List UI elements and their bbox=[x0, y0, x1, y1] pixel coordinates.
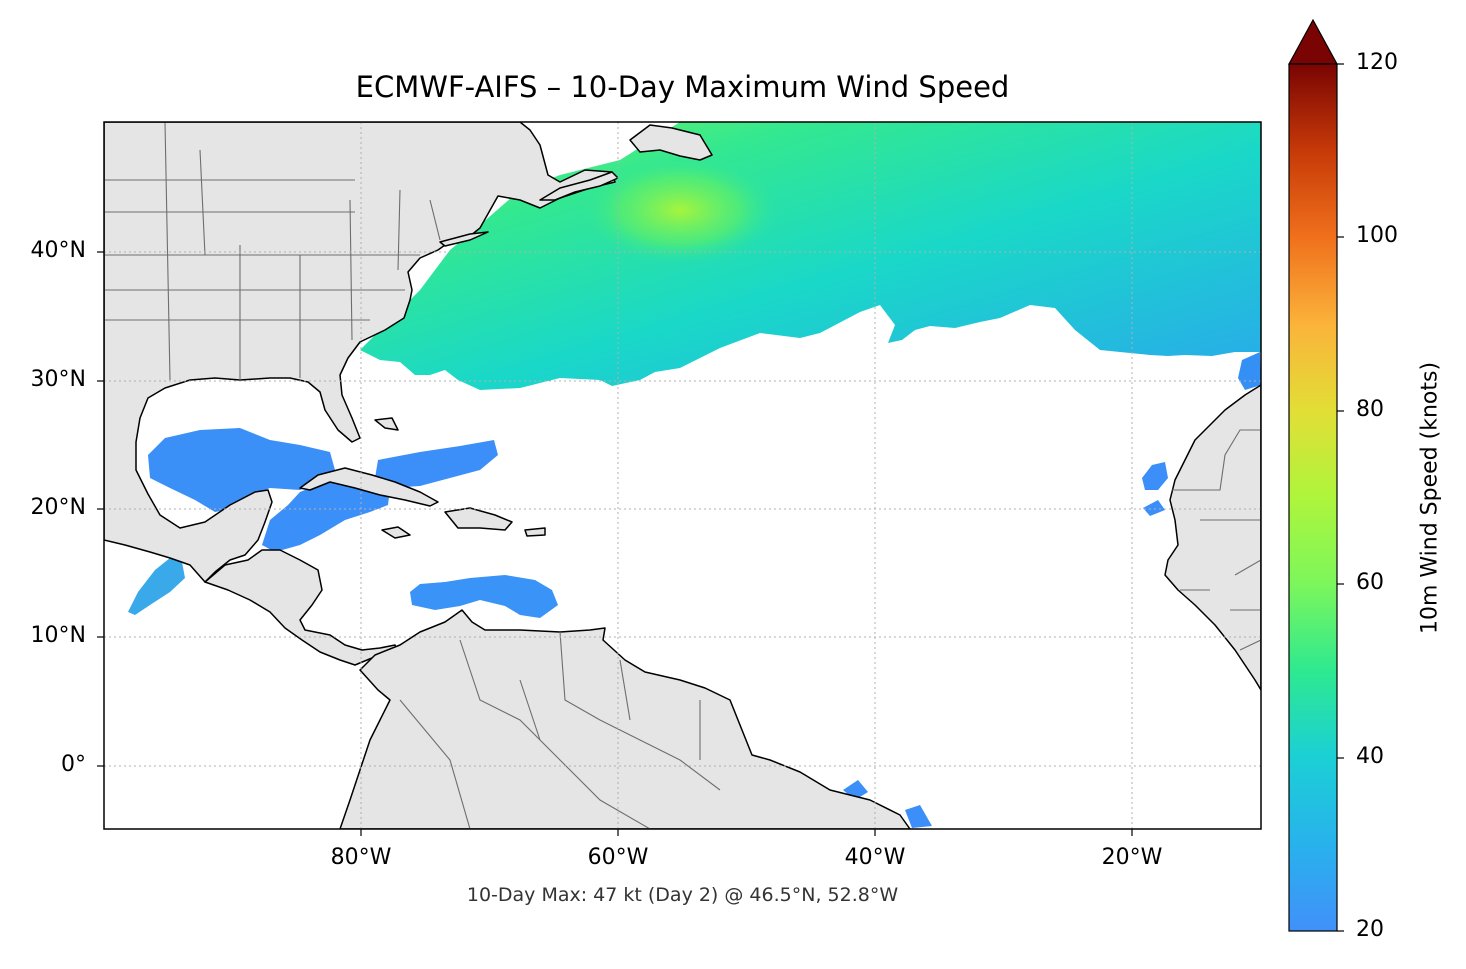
max-wind-annotation: 10-Day Max: 47 kt (Day 2) @ 46.5°N, 52.8… bbox=[466, 884, 899, 906]
colorbar-tick-120: 120 bbox=[1356, 50, 1398, 75]
colorbar-tick-60: 60 bbox=[1356, 570, 1384, 595]
central-america bbox=[204, 549, 401, 666]
brazil-wind bbox=[843, 780, 932, 828]
jamaica bbox=[381, 526, 411, 539]
gulf-of-mexico-wind bbox=[148, 428, 335, 512]
north-america bbox=[104, 122, 616, 583]
map-frame bbox=[103, 121, 1262, 830]
colorbar-tick-80: 80 bbox=[1356, 397, 1384, 422]
land bbox=[104, 122, 1261, 829]
south-america bbox=[339, 609, 911, 829]
colorbar-label: 10m Wind Speed (knots) bbox=[1417, 361, 1443, 635]
state-borders bbox=[104, 122, 1261, 829]
long-island bbox=[439, 231, 489, 247]
florida-keys bbox=[374, 417, 399, 431]
lat-label-10n: 10°N bbox=[30, 623, 86, 648]
newfoundland bbox=[629, 124, 713, 161]
lon-label-60w: 60°W bbox=[587, 845, 649, 870]
axis-ticks bbox=[97, 251, 1133, 836]
colorbar-extend-arrow bbox=[1287, 18, 1339, 65]
africa bbox=[1164, 384, 1261, 691]
canary-wind bbox=[1142, 462, 1168, 516]
colorbar bbox=[1287, 18, 1344, 932]
lon-label-20w: 20°W bbox=[1101, 845, 1163, 870]
map-title: ECMWF-AIFS – 10-Day Maximum Wind Speed bbox=[355, 70, 1010, 104]
lon-label-40w: 40°W bbox=[844, 845, 906, 870]
lon-label-80w: 80°W bbox=[330, 845, 392, 870]
bahamas-wind bbox=[375, 440, 498, 488]
colorbar-gradient bbox=[1288, 63, 1338, 932]
colorbar-tick-20: 20 bbox=[1356, 917, 1384, 942]
wind-maximum-area bbox=[580, 155, 780, 265]
lat-label-30n: 30°N bbox=[30, 367, 86, 392]
lat-label-0: 0° bbox=[61, 752, 86, 777]
caribbean-wind bbox=[262, 478, 390, 552]
colorbar-tick-100: 100 bbox=[1356, 223, 1398, 248]
puerto-rico bbox=[524, 527, 546, 537]
cuba bbox=[299, 467, 439, 507]
southern-caribbean-wind bbox=[410, 575, 558, 618]
lat-label-40n: 40°N bbox=[30, 238, 86, 263]
lat-label-20n: 20°N bbox=[30, 495, 86, 520]
colorbar-tick-40: 40 bbox=[1356, 744, 1384, 769]
pacific-gap-wind bbox=[128, 558, 185, 615]
